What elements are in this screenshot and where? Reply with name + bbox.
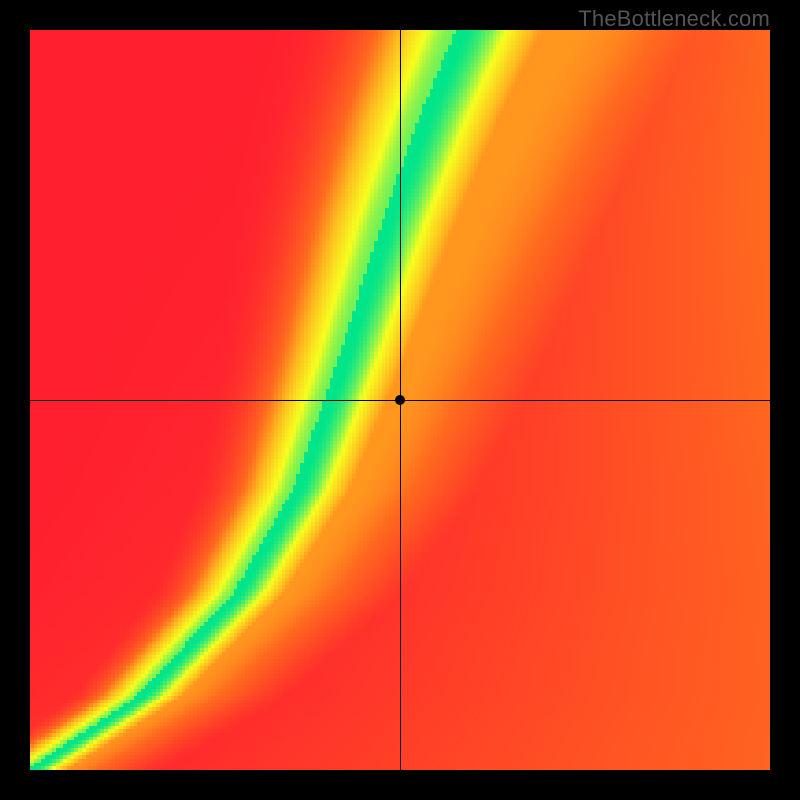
plot-area — [30, 30, 770, 770]
chart-root: TheBottleneck.com — [0, 0, 800, 800]
marker-dot — [395, 395, 405, 405]
watermark-text: TheBottleneck.com — [578, 6, 770, 32]
